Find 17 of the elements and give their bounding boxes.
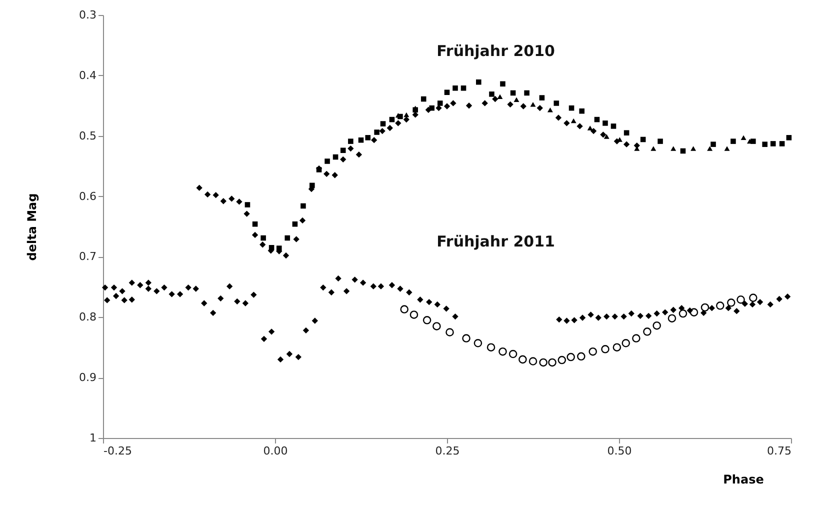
y-tick-label: 1	[90, 432, 96, 444]
x-tick-label: 0.50	[607, 444, 632, 458]
y-tick-label: 0.9	[79, 371, 96, 384]
annotation: Frühjahr 2011	[436, 232, 555, 250]
y-tick-label: 0.5	[79, 129, 96, 142]
x-tick-label: -0.25	[104, 444, 132, 458]
x-tick-label: 0.00	[263, 444, 288, 458]
x-tick-label: 0.25	[435, 444, 460, 458]
annotation: Frühjahr 2010	[436, 42, 555, 60]
y-tick-label: 0.8	[79, 310, 96, 324]
x-axis-title: Phase	[723, 472, 764, 486]
y-tick-label: 0.4	[79, 68, 96, 82]
y-axis-title: delta Mag	[25, 193, 40, 261]
y-tick-label: 0.7	[79, 250, 96, 264]
y-tick-label: 0.6	[79, 190, 96, 203]
x-tick-label: 0.75	[767, 444, 792, 458]
y-tick-label: 0.3	[79, 8, 96, 22]
